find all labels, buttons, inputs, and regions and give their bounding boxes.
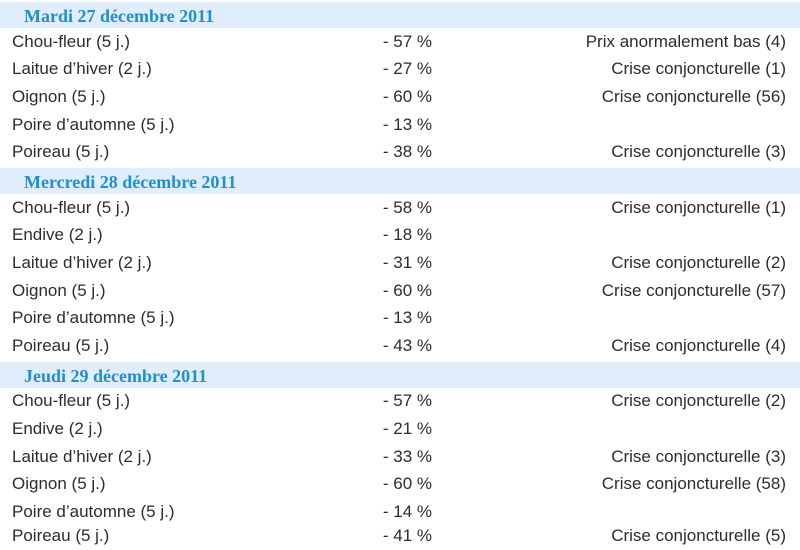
table-row: Chou-fleur (5 j.) - 58 % Crise conjonctu… xyxy=(0,194,800,222)
product-cell: Laitue d’hiver (2 j.) xyxy=(12,59,152,79)
table-row: Laitue d’hiver (2 j.) - 33 % Crise conjo… xyxy=(0,443,800,471)
table-row: Poireau (5 j.) - 41 % Crise conjoncturel… xyxy=(0,526,800,546)
table-row: Chou-fleur (5 j.) - 57 % Prix anormaleme… xyxy=(0,28,800,56)
table-row: Endive (2 j.) - 18 % xyxy=(0,222,800,250)
status-cell: Crise conjoncturelle (56) xyxy=(601,86,786,106)
status-cell: Crise conjoncturelle (58) xyxy=(601,474,786,494)
status-cell: Crise conjoncturelle (5) xyxy=(611,525,786,545)
price-change-cell: - 31 % xyxy=(382,252,432,272)
product-cell: Laitue d’hiver (2 j.) xyxy=(12,252,152,272)
table-row: Poireau (5 j.) - 38 % Crise conjoncturel… xyxy=(0,138,800,166)
price-change-cell: - 41 % xyxy=(382,525,432,545)
price-change-cell: - 60 % xyxy=(382,86,432,106)
product-cell: Chou-fleur (5 j.) xyxy=(12,31,131,51)
price-change-cell: - 60 % xyxy=(382,280,432,300)
table-row: Poire d’automne (5 j.) - 13 % xyxy=(0,111,800,139)
product-cell: Poireau (5 j.) xyxy=(12,525,110,545)
section-date-header: Jeudi 29 décembre 2011 xyxy=(0,359,800,388)
status-cell: Crise conjoncturelle (1) xyxy=(611,59,786,79)
table-row: Laitue d’hiver (2 j.) - 27 % Crise conjo… xyxy=(0,56,800,84)
price-change-cell: - 18 % xyxy=(382,225,432,245)
status-cell: Prix anormalement bas (4) xyxy=(585,31,786,51)
product-cell: Oignon (5 j.) xyxy=(12,280,106,300)
section-date-header: Mardi 27 décembre 2011 xyxy=(0,0,800,28)
product-cell: Endive (2 j.) xyxy=(12,225,103,245)
table-row: Laitue d’hiver (2 j.) - 31 % Crise conjo… xyxy=(0,249,800,277)
table-row: Endive (2 j.) - 21 % xyxy=(0,415,800,443)
status-cell: Crise conjoncturelle (4) xyxy=(611,335,786,355)
day-section: Mercredi 28 décembre 2011 Chou-fleur (5 … xyxy=(0,165,800,360)
table-row: Poire d’automne (5 j.) - 13 % xyxy=(0,304,800,332)
price-change-cell: - 43 % xyxy=(382,335,432,355)
status-cell: Crise conjoncturelle (3) xyxy=(611,142,786,162)
price-change-cell: - 13 % xyxy=(382,114,432,134)
price-change-cell: - 13 % xyxy=(382,308,432,328)
product-cell: Oignon (5 j.) xyxy=(12,474,106,494)
product-cell: Endive (2 j.) xyxy=(12,418,103,438)
price-change-cell: - 33 % xyxy=(382,446,432,466)
table-row: Poireau (5 j.) - 43 % Crise conjoncturel… xyxy=(0,332,800,360)
table-row: Poire d’automne (5 j.) - 14 % xyxy=(0,498,800,526)
table-row: Oignon (5 j.) - 60 % Crise conjoncturell… xyxy=(0,83,800,111)
product-cell: Poireau (5 j.) xyxy=(12,142,110,162)
price-change-cell: - 58 % xyxy=(382,197,432,217)
product-cell: Chou-fleur (5 j.) xyxy=(12,197,131,217)
status-cell: Crise conjoncturelle (2) xyxy=(611,391,786,411)
price-change-cell: - 38 % xyxy=(382,142,432,162)
product-cell: Poire d’automne (5 j.) xyxy=(12,501,175,521)
table-row: Chou-fleur (5 j.) - 57 % Crise conjonctu… xyxy=(0,388,800,416)
price-change-cell: - 57 % xyxy=(382,31,432,51)
price-change-cell: - 57 % xyxy=(382,391,432,411)
price-change-cell: - 21 % xyxy=(382,418,432,438)
section-date-header: Mercredi 28 décembre 2011 xyxy=(0,165,800,194)
product-cell: Laitue d’hiver (2 j.) xyxy=(12,446,152,466)
day-section: Jeudi 29 décembre 2011 Chou-fleur (5 j.)… xyxy=(0,359,800,546)
product-cell: Oignon (5 j.) xyxy=(12,86,106,106)
table-row: Oignon (5 j.) - 60 % Crise conjoncturell… xyxy=(0,277,800,305)
day-section: Mardi 27 décembre 2011 Chou-fleur (5 j.)… xyxy=(0,0,800,166)
product-cell: Poireau (5 j.) xyxy=(12,335,110,355)
status-cell: Crise conjoncturelle (57) xyxy=(601,280,786,300)
status-cell: Crise conjoncturelle (2) xyxy=(611,252,786,272)
product-cell: Poire d’automne (5 j.) xyxy=(12,308,175,328)
price-change-cell: - 27 % xyxy=(382,59,432,79)
product-cell: Chou-fleur (5 j.) xyxy=(12,391,131,411)
status-cell: Crise conjoncturelle (3) xyxy=(611,446,786,466)
status-cell: Crise conjoncturelle (1) xyxy=(611,197,786,217)
price-change-cell: - 60 % xyxy=(382,474,432,494)
table-row: Oignon (5 j.) - 60 % Crise conjoncturell… xyxy=(0,470,800,498)
price-change-cell: - 14 % xyxy=(382,501,432,521)
product-cell: Poire d’automne (5 j.) xyxy=(12,114,175,134)
